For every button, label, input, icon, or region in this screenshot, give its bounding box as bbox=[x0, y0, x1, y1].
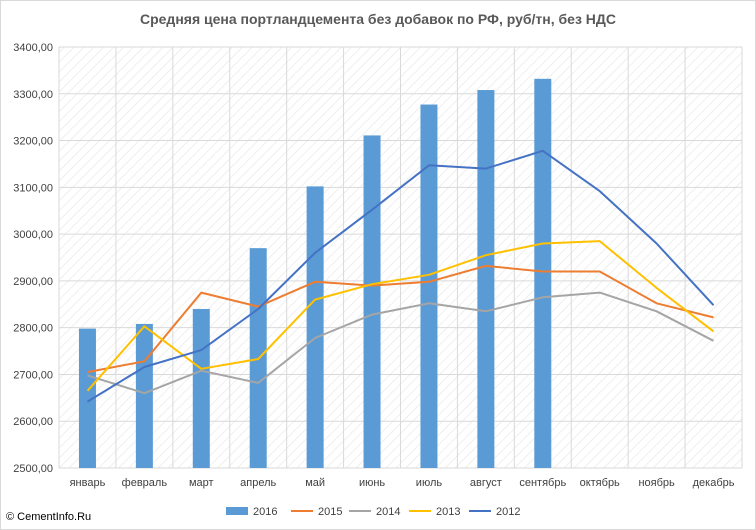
y-tick-label: 2800,00 bbox=[13, 323, 53, 335]
line-2012 bbox=[86, 149, 715, 403]
legend-label-2014: 2014 bbox=[376, 506, 400, 518]
line-2013 bbox=[86, 240, 715, 392]
x-tick-label: октябрь bbox=[580, 477, 620, 489]
bar-2016 bbox=[306, 186, 324, 469]
y-tick-label: 3300,00 bbox=[13, 89, 53, 101]
x-tick-label: июнь bbox=[359, 477, 385, 489]
y-tick-label: 2700,00 bbox=[13, 369, 53, 381]
footer-site: CementInfo.Ru bbox=[17, 511, 92, 523]
axes: 2500,00 2600,00 2700,00 2800,00 2900,00 3000,… bbox=[13, 42, 735, 489]
bar-2016 bbox=[78, 328, 96, 468]
bar-2016 bbox=[477, 90, 495, 468]
y-tick-label: 3200,00 bbox=[13, 136, 53, 148]
legend-label-2013: 2013 bbox=[436, 506, 460, 518]
line-2015 bbox=[87, 264, 714, 374]
x-tick-label: январь bbox=[70, 477, 106, 489]
y-tick-label: 3400,00 bbox=[13, 42, 53, 54]
bar-2016 bbox=[534, 78, 552, 468]
bar-2016 bbox=[192, 308, 210, 468]
chart-title: Средняя цена портландцемента без добавок… bbox=[140, 11, 616, 27]
legend-label-2012: 2012 bbox=[496, 506, 520, 518]
bar-2016 bbox=[135, 323, 153, 468]
x-tick-label: февраль bbox=[122, 477, 168, 489]
x-tick-label: ноябрь bbox=[638, 477, 675, 489]
bar-2016 bbox=[420, 104, 438, 468]
x-tick-label: декабрь bbox=[693, 477, 735, 489]
legend-label-2016: 2016 bbox=[253, 506, 277, 518]
bar-series-layer bbox=[78, 78, 552, 469]
y-tick-label: 2900,00 bbox=[13, 276, 53, 288]
x-tick-label: апрель bbox=[240, 477, 276, 489]
y-tick-label: 3100,00 bbox=[13, 182, 53, 194]
x-tick-label: май bbox=[305, 477, 325, 489]
line-series-layer bbox=[86, 149, 715, 403]
x-tick-label: июль bbox=[416, 477, 443, 489]
legend-swatch-2016 bbox=[226, 507, 248, 515]
copyright-symbol: © bbox=[6, 511, 15, 523]
y-tick-label: 2600,00 bbox=[13, 416, 53, 428]
x-tick-label: сентябрь bbox=[519, 477, 566, 489]
bar-2016 bbox=[363, 135, 381, 468]
gridlines bbox=[58, 46, 743, 469]
legend: 2016 2015 2014 2013 2012 bbox=[226, 506, 520, 518]
y-tick-label: 3000,00 bbox=[13, 229, 53, 241]
x-tick-label: август bbox=[470, 477, 502, 489]
y-tick-label: 2500,00 bbox=[13, 463, 53, 475]
line-2014 bbox=[87, 291, 714, 395]
legend-label-2015: 2015 bbox=[318, 506, 342, 518]
footer-credit: © CementInfo.Ru bbox=[6, 511, 91, 523]
x-tick-label: март bbox=[189, 477, 214, 489]
